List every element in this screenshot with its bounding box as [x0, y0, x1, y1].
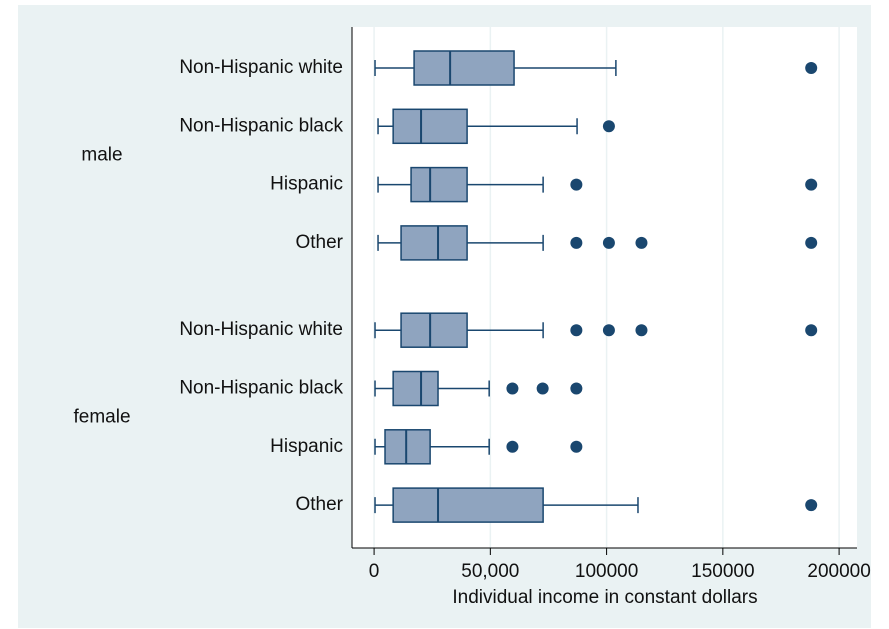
- box: [413, 50, 515, 86]
- box: [410, 166, 468, 203]
- outlier: [805, 62, 818, 74]
- whisker-low: [374, 380, 394, 397]
- outlier: [570, 236, 583, 249]
- x-tick-label: 0: [369, 561, 380, 582]
- whisker-high: [438, 380, 490, 397]
- outlier: [602, 236, 615, 249]
- row-label: Other: [295, 494, 343, 515]
- row-label: Hispanic: [270, 174, 343, 195]
- row-label: Non-Hispanic black: [179, 378, 343, 399]
- whisker-low: [377, 176, 412, 193]
- x-tick-label: 100000: [575, 561, 638, 582]
- box: [400, 225, 468, 261]
- outlier: [570, 440, 583, 453]
- row-label: Other: [295, 232, 343, 253]
- x-tick-label: 150000: [691, 561, 754, 582]
- whisker-low: [374, 438, 386, 455]
- outlier: [635, 236, 648, 249]
- box: [392, 487, 544, 523]
- whisker-high: [430, 438, 490, 455]
- outlier: [805, 499, 818, 512]
- outlier: [506, 440, 519, 453]
- outlier: [506, 382, 519, 395]
- x-axis-label: Individual income in constant dollars: [452, 587, 757, 608]
- outlier: [570, 324, 583, 337]
- whisker-high: [467, 322, 544, 339]
- x-tick-label: 50,000: [461, 561, 519, 582]
- outlier: [570, 178, 583, 191]
- row-label: Hispanic: [270, 436, 343, 457]
- whisker-high: [514, 60, 617, 76]
- whisker-low: [377, 118, 394, 135]
- plot-area: [352, 27, 857, 548]
- outlier: [635, 324, 648, 337]
- outlier: [536, 382, 549, 395]
- outlier: [570, 382, 583, 395]
- outlier: [602, 324, 615, 337]
- whisker-low: [377, 234, 402, 251]
- row-label: Non-Hispanic white: [179, 57, 343, 78]
- outlier: [602, 120, 615, 133]
- group-label: female: [73, 407, 130, 428]
- box: [384, 429, 431, 465]
- box: [400, 312, 468, 348]
- whisker-high: [467, 118, 578, 135]
- whisker-low: [374, 60, 415, 76]
- whisker-low: [374, 497, 394, 514]
- box: [392, 108, 468, 145]
- whisker-high: [467, 176, 544, 193]
- whisker-high: [467, 234, 544, 251]
- group-label: male: [81, 144, 122, 165]
- row-label: Non-Hispanic black: [179, 115, 343, 136]
- outlier: [805, 236, 818, 249]
- whisker-high: [543, 497, 639, 514]
- row-label: Non-Hispanic white: [179, 319, 343, 340]
- box: [392, 370, 439, 407]
- outlier: [805, 178, 818, 191]
- outlier: [805, 324, 818, 337]
- x-tick-label: 200000: [807, 561, 870, 582]
- whisker-low: [374, 322, 402, 339]
